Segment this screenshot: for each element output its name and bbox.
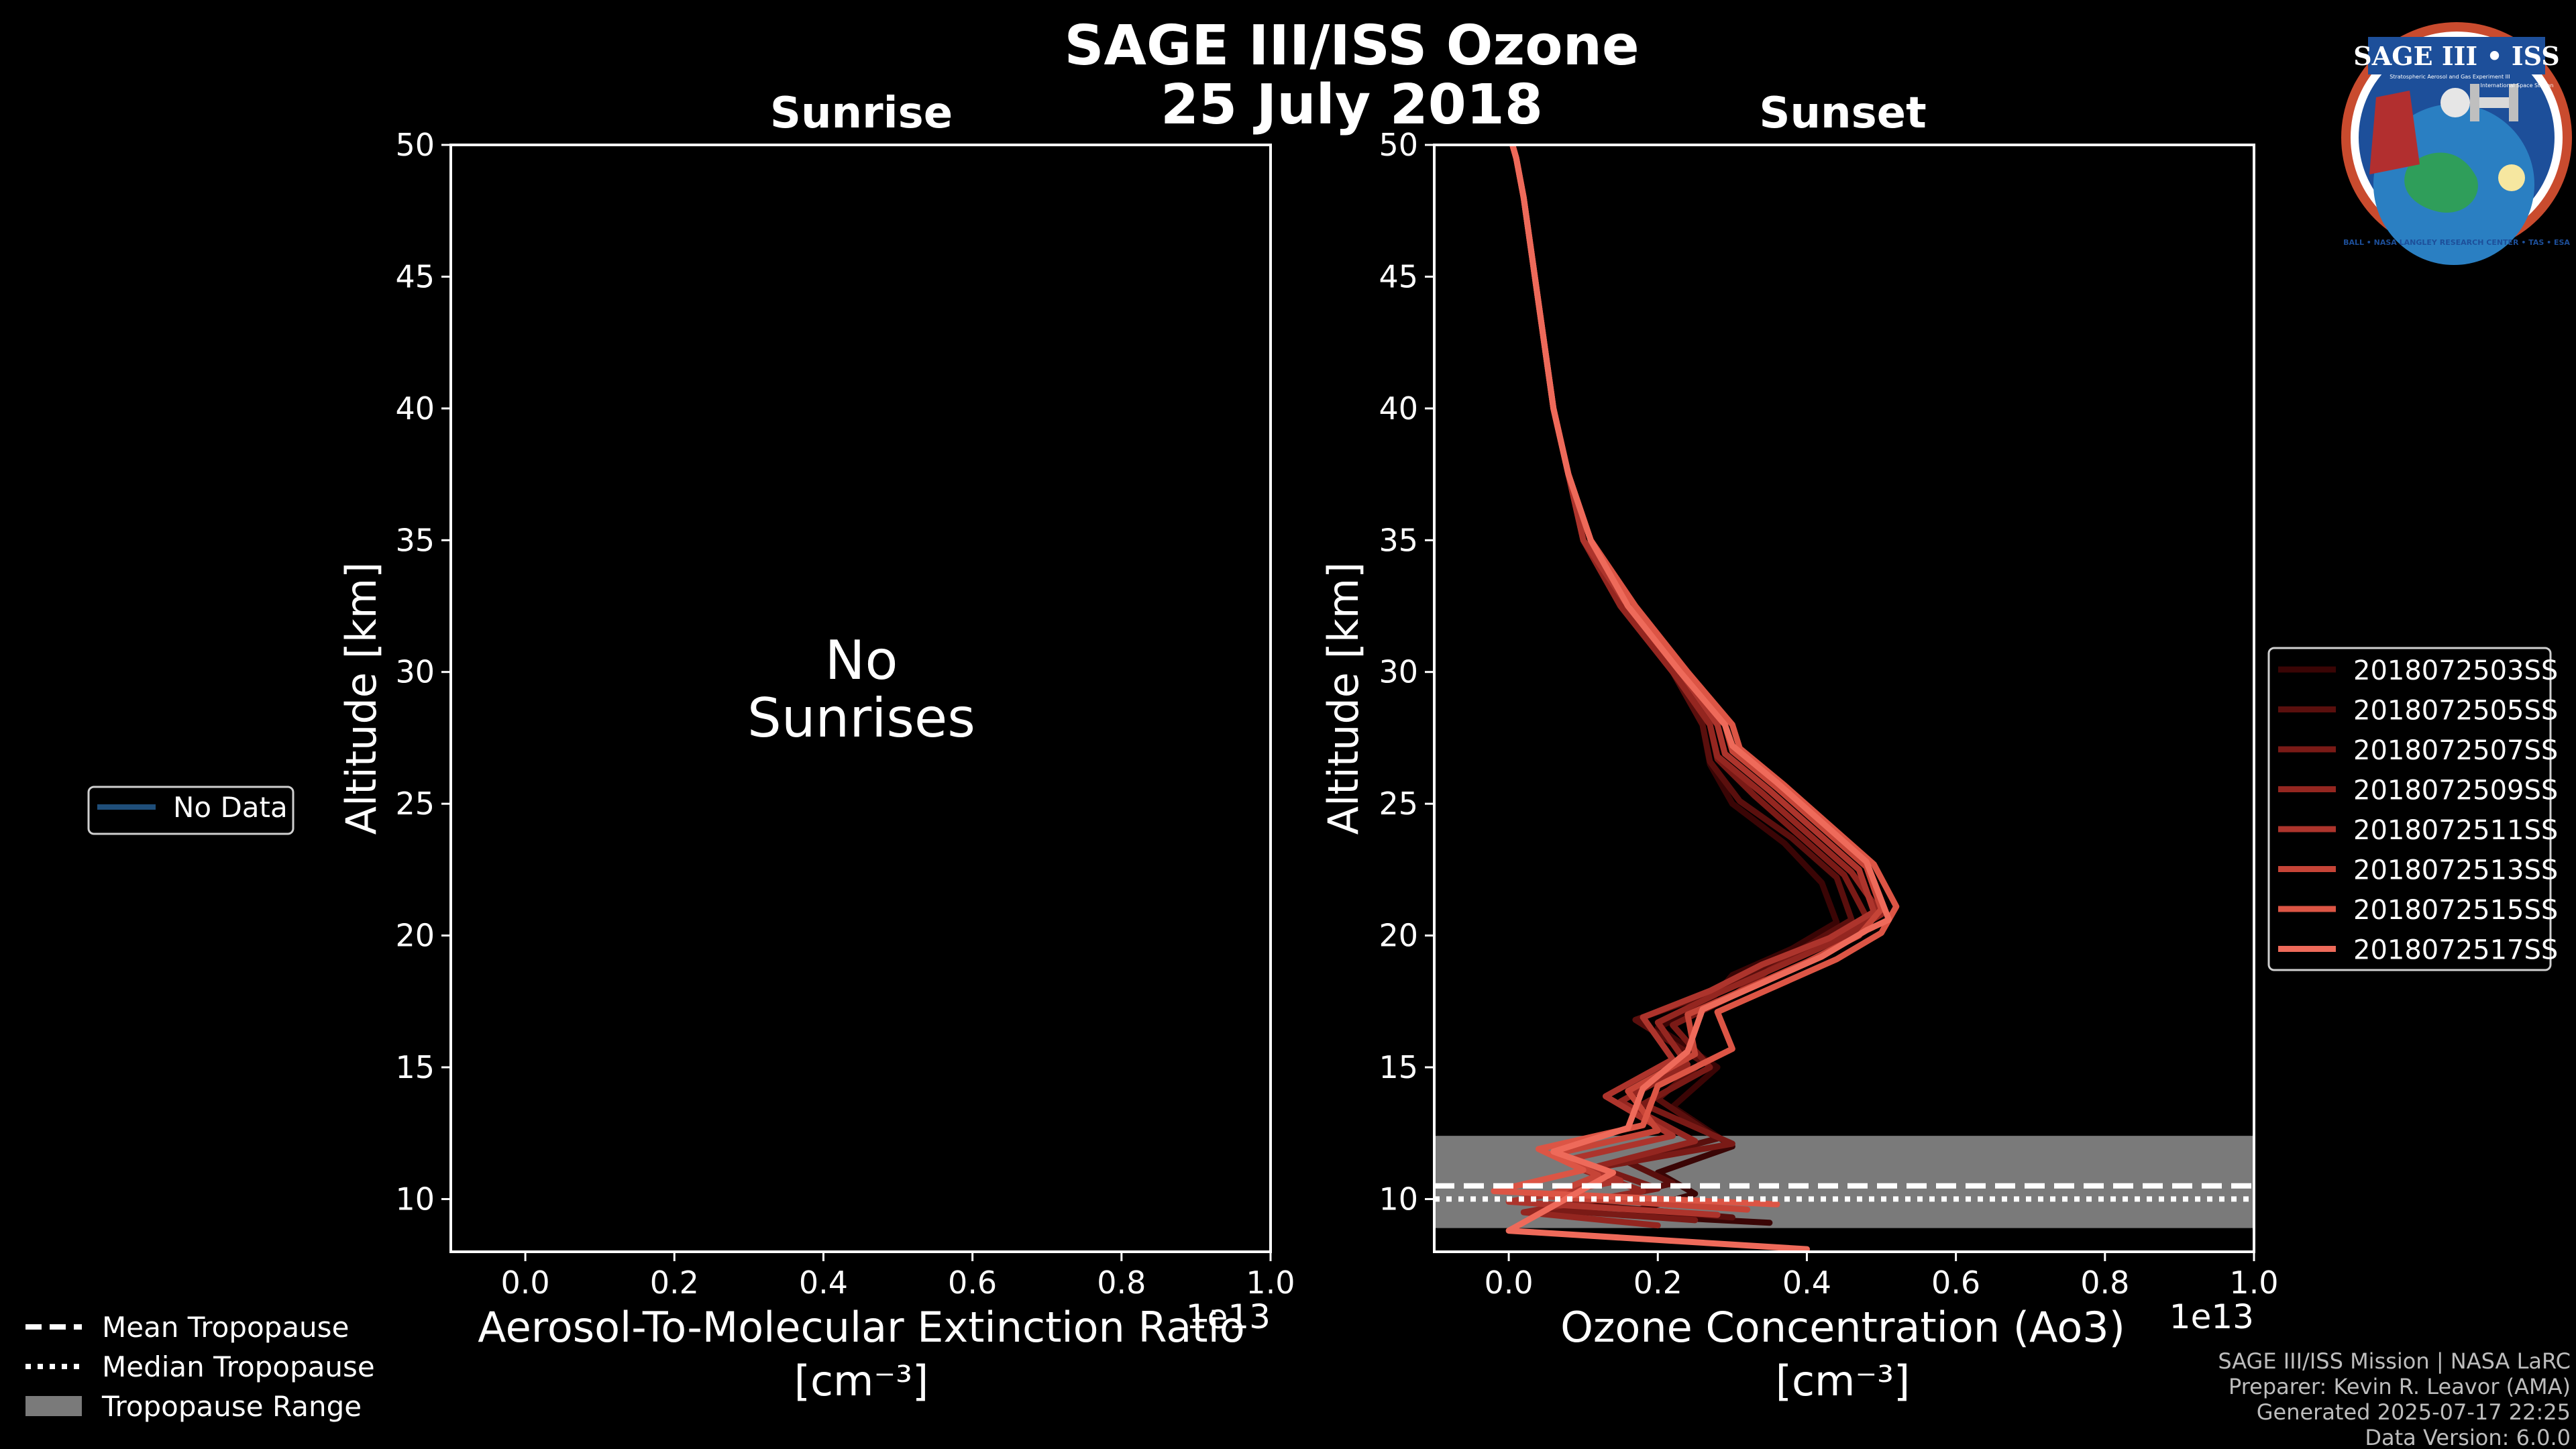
legend-label-2018072513SS: 2018072513SS [2353, 855, 2558, 886]
sunrise-ytick-label: 35 [395, 522, 435, 558]
sunrise-xtick-label: 0.4 [799, 1265, 848, 1301]
sunrise-ytick-label: 20 [395, 918, 435, 954]
sunset-xtick-label: 0.6 [1931, 1265, 1980, 1301]
sunset-xtick-label: 1.0 [2229, 1265, 2278, 1301]
tropopause-range-label: Tropopause Range [101, 1390, 362, 1423]
sunset-xlabel: Ozone Concentration (Ao3) [1560, 1303, 2125, 1352]
tropopause-legend: Mean Tropopause Median Tropopause Tropop… [25, 1311, 375, 1423]
credits: SAGE III/ISS Mission | NASA LaRC Prepare… [2218, 1348, 2571, 1449]
median-tropopause-label: Median Tropopause [102, 1350, 375, 1383]
sunrise-ytick-label: 50 [395, 127, 435, 163]
no-data-legend-frame [87, 786, 294, 835]
sunset-ytick-label: 30 [1379, 654, 1418, 690]
sunrise-xtick-label: 0.2 [650, 1265, 699, 1301]
ozone-profile-2018072517SS [1505, 145, 1892, 1252]
sunrise-ylabel: Altitude [km] [337, 562, 386, 835]
sunrise-xlabel: Aerosol-To-Molecular Extinction Ratio [478, 1303, 1245, 1352]
legend-label-2018072515SS: 2018072515SS [2353, 895, 2558, 926]
sunrise-xtick-label: 0.6 [948, 1265, 997, 1301]
sunrise-exponent: 1e13 [1186, 1297, 1271, 1336]
sunset-xunit: [cm⁻³] [1776, 1356, 1910, 1405]
sunset-legend: 2018072503SS 2018072505SS 2018072507SS 2018… [2267, 647, 2558, 971]
sunset-xtick-label: 0.2 [1633, 1265, 1682, 1301]
sunset-panel: Sunset 10 15 20 25 30 35 40 45 50 0.0 0.2 0.4 0.6 0.… [1319, 89, 2279, 1405]
credit-line-4: Data Version: 6.0.0 [2365, 1425, 2571, 1449]
continent-shape [2404, 152, 2478, 213]
sunrise-xtick-label: 0.0 [501, 1265, 550, 1301]
legend-label-2018072511SS: 2018072511SS [2353, 815, 2558, 846]
sunset-ytick-label: 15 [1379, 1049, 1418, 1085]
sunrise-ytick-label: 30 [395, 654, 435, 690]
sunrise-ytick-label: 40 [395, 390, 435, 427]
no-data-legend-label: No Data [173, 791, 288, 824]
sunrise-no-data-line1: No [825, 629, 898, 692]
legend-label-2018072503SS: 2018072503SS [2353, 655, 2558, 686]
sunrise-axes-frame [449, 144, 1272, 1253]
logo-right-caption: International Space Station [2481, 83, 2554, 89]
sunrise-xunit: [cm⁻³] [794, 1356, 928, 1405]
figure-title: SAGE III/ISS Ozone [1064, 14, 1639, 78]
sunrise-no-data-line2: Sunrises [747, 687, 975, 749]
tropopause-range-swatch [25, 1396, 82, 1416]
sunset-ytick-label: 20 [1379, 918, 1418, 954]
sunrise-ytick-label: 10 [395, 1181, 435, 1217]
sunset-ytick-label: 50 [1379, 127, 1418, 163]
sunset-ytick-label: 10 [1379, 1181, 1418, 1217]
credit-line-1: SAGE III/ISS Mission | NASA LaRC [2218, 1348, 2571, 1374]
sunrise-xtick-label: 1.0 [1246, 1265, 1295, 1301]
moon-icon [2440, 88, 2470, 117]
credit-line-3: Generated 2025-07-17 22:25 [2257, 1399, 2571, 1425]
sunset-ytick-label: 45 [1379, 258, 1418, 294]
sunset-ytick-label: 35 [1379, 522, 1418, 558]
logo-title: SAGE III • ISS [2353, 41, 2559, 71]
sunset-exponent: 1e13 [2169, 1297, 2254, 1336]
iss-icon [2477, 97, 2512, 108]
sunrise-ytick-label: 15 [395, 1049, 435, 1085]
sunset-ytick-label: 25 [1379, 786, 1418, 822]
sunrise-ytick-label: 45 [395, 258, 435, 294]
sun-icon [2498, 164, 2525, 191]
sunset-ytick-label: 40 [1379, 390, 1418, 427]
no-data-legend: No Data [87, 786, 294, 835]
legend-label-2018072507SS: 2018072507SS [2353, 735, 2558, 766]
sunset-title: Sunset [1759, 89, 1926, 138]
logo-subtitle: Stratospheric Aerosol and Gas Experiment… [2390, 74, 2510, 80]
wizard-figure-icon [2369, 91, 2420, 174]
sunset-ylabel: Altitude [km] [1319, 562, 1368, 835]
legend-label-2018072509SS: 2018072509SS [2353, 775, 2558, 806]
logo-ring-text: BALL • NASA LANGLEY RESEARCH CENTER • TA… [2343, 238, 2570, 247]
legend-label-2018072517SS: 2018072517SS [2353, 935, 2558, 966]
sunrise-title: Sunrise [770, 89, 953, 138]
mean-tropopause-label: Mean Tropopause [102, 1311, 349, 1344]
sage-iii-iss-logo: SAGE III • ISS Stratospheric Aerosol and… [2341, 22, 2572, 265]
sunrise-panel: Sunrise 10 15 20 25 30 35 40 45 50 0.0 0.2 0.4 0.6 0… [337, 89, 1295, 1405]
sunset-legend-frame [2267, 647, 2552, 971]
sunset-xtick-label: 0.4 [1782, 1265, 1831, 1301]
sunset-xtick-label: 0.8 [2080, 1265, 2129, 1301]
credit-line-2: Preparer: Kevin R. Leavor (AMA) [2229, 1374, 2571, 1399]
sunrise-ytick-label: 25 [395, 786, 435, 822]
sunset-axes-frame [1433, 144, 2255, 1253]
legend-label-2018072505SS: 2018072505SS [2353, 696, 2558, 727]
figure-subtitle: 25 July 2018 [1161, 73, 1543, 137]
sunrise-xtick-label: 0.8 [1097, 1265, 1146, 1301]
sunset-xtick-label: 0.0 [1485, 1265, 1534, 1301]
